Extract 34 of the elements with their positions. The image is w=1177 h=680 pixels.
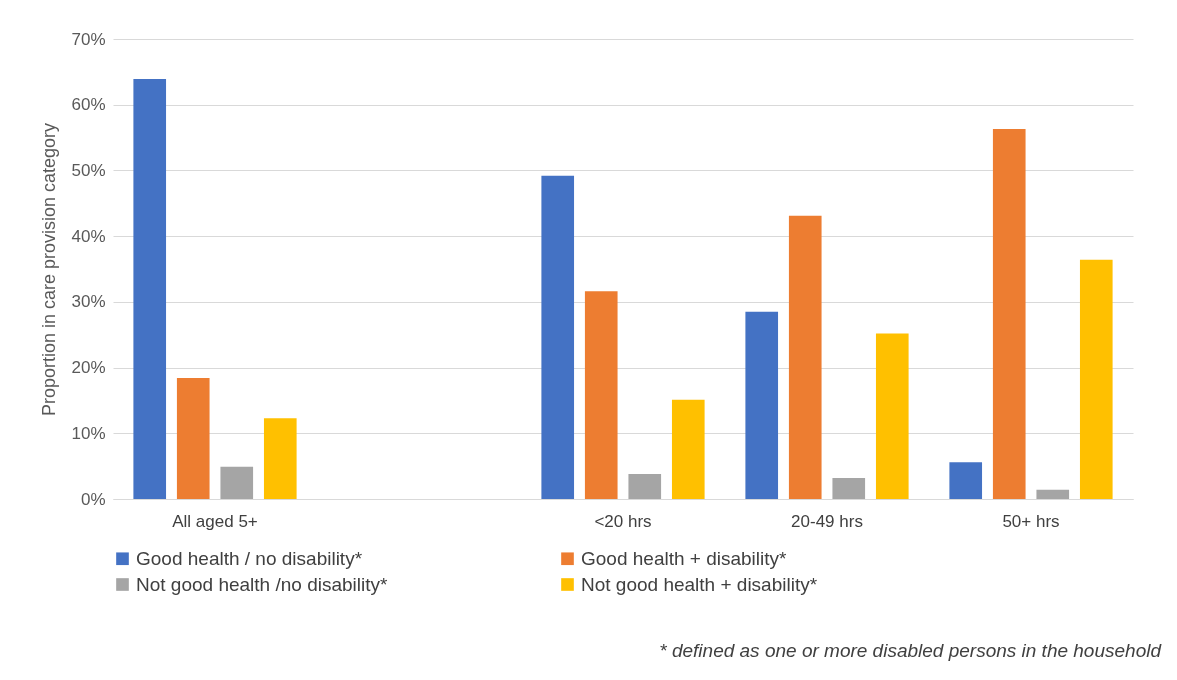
bar [133, 79, 167, 499]
legend-label: Good health / no disability* [136, 547, 363, 569]
bar [584, 291, 618, 499]
bar [992, 129, 1026, 499]
bar [220, 466, 254, 499]
bar [263, 418, 297, 499]
x-tick-label: All aged 5+ [172, 511, 258, 531]
x-tick-label: <20 hrs [594, 511, 652, 531]
bar [1079, 259, 1113, 499]
bar [949, 462, 983, 499]
bar [176, 378, 210, 499]
y-tick-label: 40% [71, 226, 106, 246]
legend-label: Good health + disability* [581, 547, 788, 569]
y-axis-title: Proportion in care provision category [39, 122, 60, 417]
bar [1036, 489, 1070, 499]
y-tick-label: 30% [71, 292, 106, 312]
x-tick-label: 50+ hrs [1002, 511, 1060, 531]
bar [541, 175, 575, 499]
y-tick-label: 10% [71, 423, 106, 443]
bar [788, 215, 822, 499]
bar [628, 474, 662, 499]
bar [832, 477, 866, 499]
x-tick-label: 20-49 hrs [791, 511, 863, 531]
text: * defined as one or more disabled persons in the household [659, 640, 1161, 662]
y-tick-label: 70% [71, 29, 106, 49]
y-tick-label: 60% [71, 95, 106, 115]
y-tick-label: 20% [71, 358, 106, 378]
bar [875, 333, 909, 499]
bar [671, 399, 705, 499]
bar [745, 311, 779, 499]
legend-label: Not good health + disability* [581, 573, 818, 595]
legend-label: Not good health /no disability* [136, 573, 388, 595]
y-tick-label: 0% [80, 489, 106, 509]
y-tick-label: 50% [71, 160, 106, 180]
